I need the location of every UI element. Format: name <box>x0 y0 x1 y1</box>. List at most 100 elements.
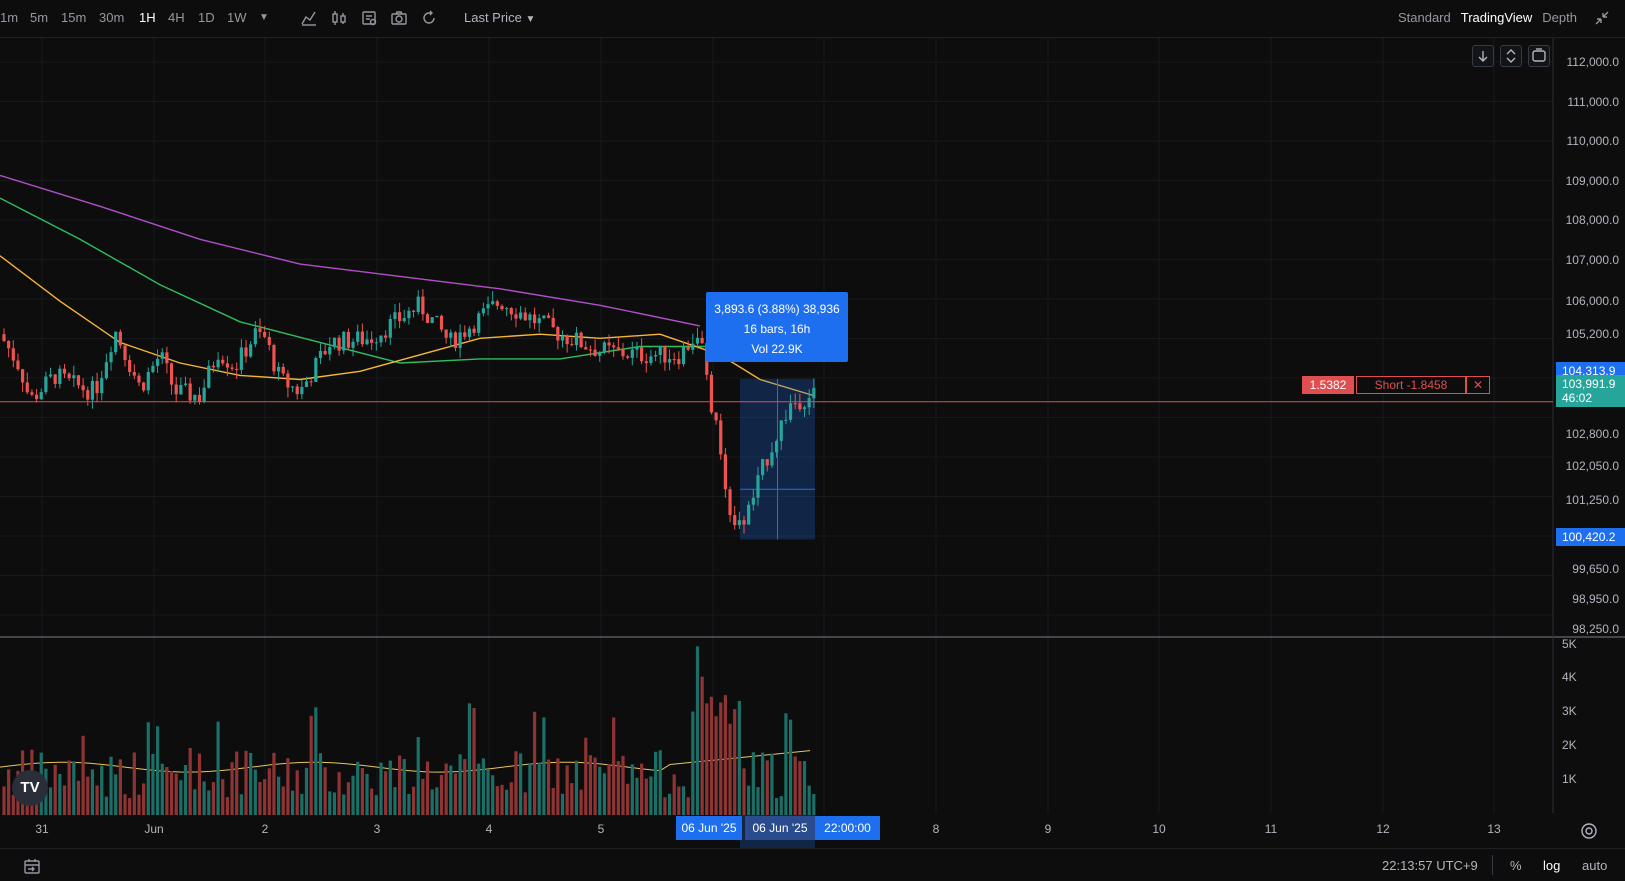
indicators-icon[interactable] <box>300 9 318 27</box>
candle-body <box>360 331 364 345</box>
candle-body <box>644 361 648 364</box>
candle-body <box>76 375 81 386</box>
scroll-down-button[interactable] <box>1472 45 1494 67</box>
volume-bar <box>58 773 62 815</box>
candle-body <box>263 331 267 337</box>
volume-bar <box>663 797 667 815</box>
view-standard[interactable]: Standard <box>1397 10 1451 25</box>
volume-bar <box>384 771 388 815</box>
volume-bar <box>323 767 327 815</box>
price-source-dropdown[interactable]: Last Price ▼ <box>464 10 535 25</box>
candle-body <box>779 420 783 441</box>
volume-bar <box>723 695 727 815</box>
volume-bar <box>416 737 420 815</box>
camera-icon[interactable] <box>390 9 408 27</box>
candle-body <box>286 373 290 388</box>
candle-body <box>477 313 481 333</box>
candle-body <box>574 332 579 346</box>
candle-body <box>719 420 723 455</box>
percent-scale-toggle[interactable]: % <box>1510 858 1522 873</box>
candle-body <box>733 515 737 526</box>
volume-bar <box>207 790 211 815</box>
candle-body <box>346 331 351 348</box>
timeframe-1m[interactable]: 1m <box>0 10 19 25</box>
candle-body <box>737 520 741 526</box>
refresh-icon[interactable] <box>420 9 438 27</box>
volume-bar <box>565 765 569 815</box>
candle-body <box>588 349 593 351</box>
tradingview-logo[interactable]: TV <box>12 770 48 806</box>
utc-clock[interactable]: 22:13:57 UTC+9 <box>1382 858 1478 873</box>
template-icon[interactable] <box>360 9 378 27</box>
candle-body <box>751 497 755 505</box>
candle-body <box>39 392 43 400</box>
volume-axis-label: 2K <box>1562 738 1577 752</box>
timeframe-1d[interactable]: 1D <box>198 10 215 25</box>
volume-bar <box>695 646 700 815</box>
volume-bar <box>765 760 769 815</box>
candle-body <box>239 347 243 370</box>
collapse-icon[interactable] <box>1594 10 1610 26</box>
top-toolbar: 1m 5m 15m 30m 1H 4H 1D 1W ▼ Last Price ▼… <box>0 0 1625 38</box>
timeframe-30m[interactable]: 30m <box>99 10 125 25</box>
volume-bar <box>132 752 136 815</box>
volume-bar <box>742 768 746 815</box>
volume-bar <box>602 773 606 815</box>
volume-bar <box>579 789 583 815</box>
candle-body <box>258 328 262 332</box>
order-quantity[interactable]: 1.5382 <box>1302 376 1354 394</box>
volume-bar <box>300 793 304 815</box>
date-range-icon[interactable] <box>22 856 42 876</box>
volume-bar <box>793 756 797 815</box>
timeframe-15m[interactable]: 15m <box>61 10 87 25</box>
chart-type-icon[interactable] <box>330 9 348 27</box>
timeframe-1h[interactable]: 1H <box>139 10 156 25</box>
volume-bar <box>709 696 714 815</box>
view-tradingview[interactable]: TradingView <box>1460 10 1533 25</box>
auto-fit-button[interactable] <box>1500 45 1522 67</box>
candle-body <box>30 392 34 395</box>
candle-body <box>123 345 127 361</box>
timeframe-4h[interactable]: 4H <box>168 10 185 25</box>
candle-body <box>295 386 299 395</box>
candle-body <box>691 343 695 350</box>
measure-start-date: 06 Jun '25 <box>676 816 742 840</box>
volume-bar <box>351 775 355 815</box>
candle-body <box>505 308 509 310</box>
timeframe-1w[interactable]: 1W <box>227 10 247 25</box>
timeframe-dropdown-icon[interactable]: ▼ <box>259 12 269 23</box>
candle-body <box>137 375 141 383</box>
candle-body <box>747 504 751 525</box>
candle-body <box>514 314 518 319</box>
reset-chart-button[interactable] <box>1528 45 1550 67</box>
candle-body <box>537 318 541 324</box>
short-position-label[interactable]: Short -1.8458 <box>1356 376 1466 394</box>
candle-body <box>2 334 6 341</box>
measure-change: 3,893.6 (3.88%) 38,936 <box>714 302 840 316</box>
volume-bar <box>528 763 532 815</box>
volume-axis-label: 5K <box>1562 637 1577 651</box>
volume-bar <box>574 760 579 815</box>
candle-body <box>230 367 234 369</box>
log-scale-toggle[interactable]: log <box>1543 858 1561 873</box>
date-axis-label: 4 <box>485 822 493 836</box>
view-depth[interactable]: Depth <box>1542 10 1577 25</box>
candle-body <box>104 362 108 379</box>
candle-body <box>225 363 229 368</box>
volume-bar <box>151 754 155 815</box>
volume-bar <box>286 758 290 815</box>
volume-bar <box>495 786 499 815</box>
candle-body <box>714 412 718 421</box>
volume-bar <box>644 778 648 815</box>
crosshair-time: 22:00:00 <box>815 816 880 840</box>
timeframe-5m[interactable]: 5m <box>30 10 49 25</box>
candle-body <box>300 387 304 395</box>
settings-gear-icon[interactable] <box>1580 822 1598 840</box>
price-chart[interactable] <box>0 38 1625 848</box>
candle-body <box>281 366 285 374</box>
auto-scale-toggle[interactable]: auto <box>1582 858 1608 873</box>
candle-body <box>658 345 662 356</box>
volume-bar <box>458 754 462 815</box>
close-position-button[interactable]: ✕ <box>1466 376 1490 394</box>
volume-bar <box>118 759 122 815</box>
